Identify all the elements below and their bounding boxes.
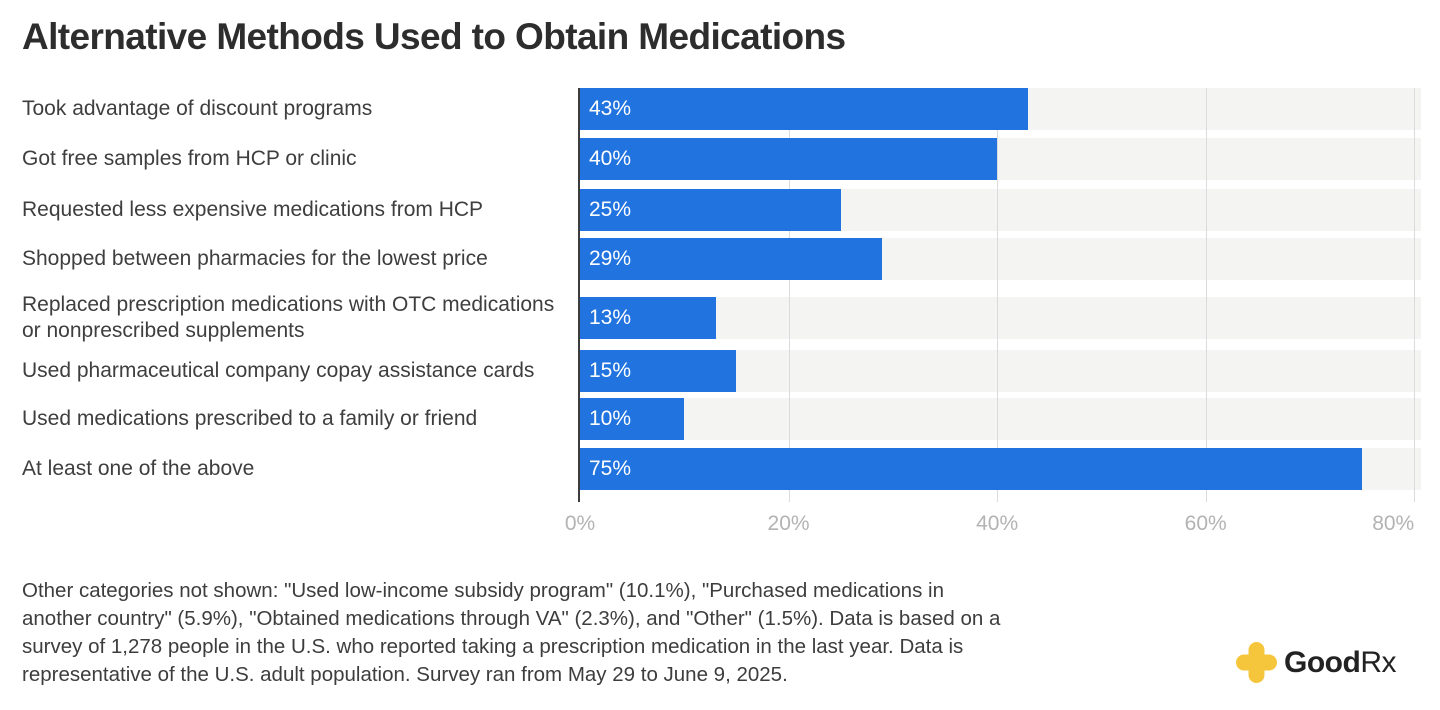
category-label: At least one of the above [22,457,255,480]
bar-row-plot: 43% [580,88,1421,130]
chart-row: Got free samples from HCP or clinic 40% [0,138,1440,180]
bar-value-label: 75% [589,457,632,480]
chart-row: Used pharmaceutical company copay assist… [0,350,1440,392]
chart-row: Replaced prescription medications with O… [0,292,1440,344]
bar-chart: Took advantage of discount programs 43% Go… [0,88,1440,490]
bar-row-plot: 29% [580,238,1421,280]
bar-value-label: 29% [589,247,632,270]
bar-row-plot: 40% [580,138,1421,180]
bar: 40% [580,138,998,180]
bar-track: 43% [580,88,1421,130]
bar-row-plot: 15% [580,350,1421,392]
chart-row: Used medications prescribed to a family … [0,398,1440,440]
chart-row: Requested less expensive medications fro… [0,189,1440,231]
bar-row-plot: 25% [580,189,1421,231]
footnote-line: survey of 1,278 people in the U.S. who r… [22,635,964,658]
chart-title: Alternative Methods Used to Obtain Medic… [22,16,846,57]
category-label: Got free samples from HCP or clinic [22,147,357,170]
bar-value-label: 43% [589,97,632,120]
bar-row-plot: 13% [580,297,1421,339]
x-tick-label: 0% [564,512,596,535]
goodrx-wordmark-rx: Rx [1360,645,1396,679]
chart-row: Took advantage of discount programs 43% [0,88,1440,130]
bar-row-plot: 75% [580,448,1421,490]
bar: 15% [580,350,737,392]
bar: 13% [580,297,716,339]
bar-track: 40% [580,138,1421,180]
goodrx-wordmark-good: Good [1284,645,1361,679]
goodrx-cross-icon [1236,642,1277,683]
category-label: Replaced prescription medications with O… [22,293,555,342]
x-tick-label: 40% [976,512,1019,535]
x-tick-label: 20% [767,512,810,535]
bar-track: 29% [580,238,1421,280]
bar-track: 15% [580,350,1421,392]
x-axis: 0% 20% 40% 60% 80% [565,512,1421,542]
bar: 10% [580,398,685,440]
category-label: Used pharmaceutical company copay assist… [22,359,535,382]
bar-value-label: 15% [589,359,632,382]
bar-row-plot: 10% [580,398,1421,440]
x-tick-label: 80% [1372,512,1415,535]
chart-row: At least one of the above 75% [0,448,1440,490]
bar-value-label: 25% [589,198,632,221]
bar: 25% [580,189,841,231]
footnote-line: representative of the U.S. adult populat… [22,663,788,686]
goodrx-logo: GoodRx [1236,642,1396,683]
bar: 75% [580,448,1363,490]
bar-value-label: 40% [589,147,632,170]
bar: 29% [580,238,883,280]
bar-track: 10% [580,398,1421,440]
category-label: Used medications prescribed to a family … [22,407,478,430]
category-label: Shopped between pharmacies for the lowes… [22,247,488,270]
goodrx-wordmark: GoodRx [1284,646,1396,680]
x-tick-label: 60% [1184,512,1227,535]
bar-value-label: 13% [589,306,632,329]
bar: 43% [580,88,1029,130]
bar-track: 13% [580,297,1421,339]
bar-value-label: 10% [589,407,632,430]
footnote-line: another country" (5.9%), "Obtained medic… [22,607,1001,630]
category-label: Requested less expensive medications fro… [22,198,484,221]
footnote: Other categories not shown: "Used low-in… [22,577,1000,689]
footnote-line: Other categories not shown: "Used low-in… [22,579,944,602]
bar-track: 25% [580,189,1421,231]
category-label: Took advantage of discount programs [22,97,373,120]
chart-row: Shopped between pharmacies for the lowes… [0,238,1440,280]
bar-track: 75% [580,448,1421,490]
